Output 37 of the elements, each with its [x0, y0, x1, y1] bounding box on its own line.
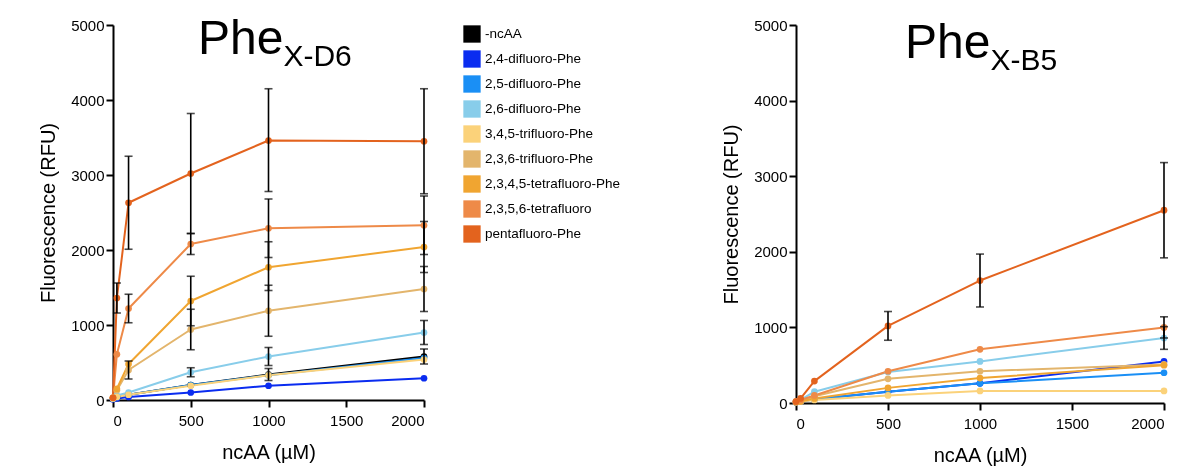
x-axis-title: ncAA (µM): [222, 440, 316, 463]
legend-label: 2,5-difluoro-Phe: [485, 76, 582, 91]
y-tick-label: 1000: [754, 318, 788, 336]
x-tick-label: 1000: [963, 414, 998, 432]
chart-title: Phe$_{X-D6}$: [198, 10, 352, 73]
y-tick-label: 0: [779, 394, 788, 412]
legend-label: -ncAA: [485, 26, 522, 41]
x-tick-label: 2000: [1131, 414, 1165, 432]
legend-label: 2,6-difluoro-Phe: [485, 101, 582, 116]
legend-label: 2,3,5,6-tetrafluoro: [485, 201, 592, 216]
y-tick-label: 1000: [71, 316, 105, 334]
y-tick-label: 2000: [754, 243, 788, 261]
x-tick-label: 500: [178, 411, 204, 429]
y-tick-label: 0: [96, 391, 105, 409]
y-tick-label: 4000: [754, 92, 788, 110]
legend-label: 3,4,5-trifluoro-Phe: [485, 126, 594, 141]
y-axis-title: Fluorescence (RFU): [37, 122, 60, 304]
y-tick-label: 4000: [71, 91, 105, 109]
legend-label: 2,3,4,5-tetrafluoro-Phe: [485, 176, 621, 191]
legend-label: pentafluoro-Phe: [485, 226, 582, 241]
x-tick-label: 1500: [1055, 414, 1090, 432]
x-tick-label: 1500: [330, 411, 364, 429]
x-tick-label: 0: [796, 414, 805, 432]
y-tick-label: 3000: [754, 167, 788, 185]
x-tick-label: 500: [875, 414, 902, 432]
legend-label: 2,3,6-trifluoro-Phe: [485, 151, 594, 166]
x-tick-label: 0: [113, 411, 122, 429]
legend-label: 2,4-difluoro-Phe: [485, 51, 582, 66]
y-tick-label: 3000: [71, 166, 105, 184]
y-tick-label: 5000: [71, 16, 105, 34]
y-tick-label: 5000: [754, 16, 788, 34]
x-tick-label: 1000: [252, 411, 286, 429]
x-axis-title: ncAA (µM): [933, 443, 1028, 466]
y-axis-title: Fluorescence (RFU): [720, 124, 743, 305]
x-tick-label: 2000: [391, 411, 425, 429]
y-tick-label: 2000: [71, 241, 105, 259]
chart-title: Phe$_{X-B5}$: [905, 14, 1058, 77]
